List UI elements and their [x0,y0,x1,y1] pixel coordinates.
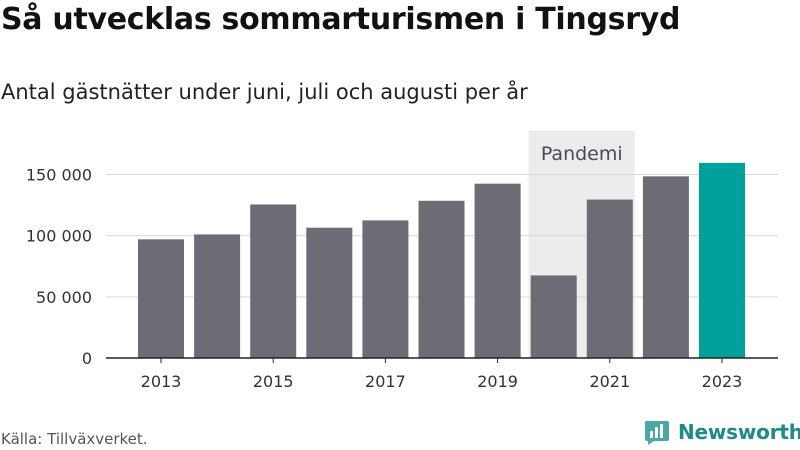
tick-labels: 0 50 000 100 000 150 000 2013 2015 2017 2019 202… [26,166,743,392]
newsworthy-logo-icon [645,421,669,445]
bar-2022 [642,176,689,358]
bar-2021 [586,199,633,358]
x-tick-label: 2015 [253,372,294,391]
bar-2014 [194,234,241,358]
chart-title: Så utvecklas sommarturismen i Tingsryd [1,2,681,37]
y-tick-label: 0 [82,349,92,368]
brand-name: Newsworthy [678,420,800,444]
brand-logo: Newsworthy [644,419,800,445]
bar-2018 [418,200,465,358]
bar-2017 [362,220,409,358]
x-tick-label: 2023 [702,372,743,391]
x-tick-label: 2017 [365,372,406,391]
bar-2020 [530,275,577,358]
source-note: Källa: Tillväxverket. [1,430,148,448]
x-tick-label: 2021 [589,372,630,391]
chart-subtitle: Antal gästnätter under juni, juli och au… [1,80,528,104]
y-tick-label: 100 000 [26,227,92,246]
bar-2023 [699,162,745,358]
bar-2013 [138,239,184,358]
x-tick-label: 2019 [477,372,518,391]
bar-2016 [306,227,353,358]
axes [106,357,778,363]
y-tick-label: 150 000 [26,166,92,185]
bar-2019 [474,183,521,358]
pandemic-label: Pandemi [541,143,623,165]
bar-2015 [250,204,297,358]
x-tick-label: 2013 [141,372,182,391]
bar-chart: Pandemi 0 50 000 100 000 150 000 2013 2015 201… [26,131,778,392]
bars [138,162,745,358]
y-tick-label: 50 000 [36,288,92,307]
